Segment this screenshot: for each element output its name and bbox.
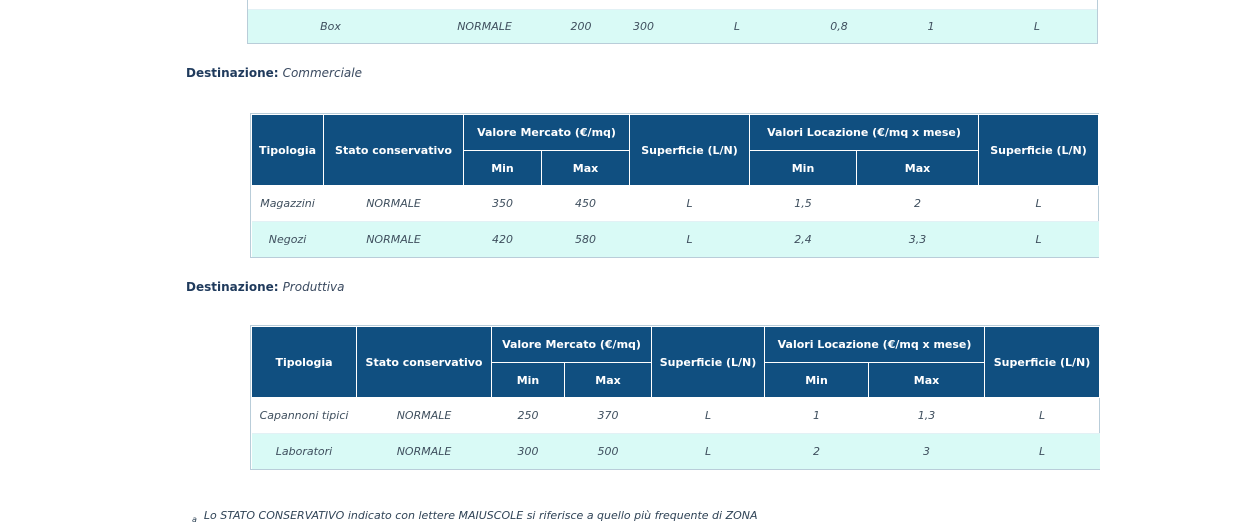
table-row: Negozi NORMALE 420 580 L 2,4 3,3 L — [251, 221, 1099, 257]
cell-stato-conservativo: NORMALE — [323, 185, 464, 222]
destination-heading-produttiva: Destinazione: Produttiva — [186, 280, 345, 294]
col-header-superficie: Superficie (L/N) — [651, 326, 766, 398]
cell-superficie-2: L — [978, 185, 1099, 222]
col-header-valori-locazione: Valori Locazione (€/mq x mese) — [749, 114, 980, 151]
table-row: Laboratori NORMALE 300 500 L 2 3 L — [251, 433, 1100, 469]
cell-superficie-2: L — [984, 397, 1100, 434]
table-row: Box NORMALE 200 300 L 0,8 1 L — [248, 10, 1097, 43]
destination-value: Produttiva — [282, 280, 345, 294]
cell-superficie: L — [651, 397, 765, 434]
destination-value: Commerciale — [282, 66, 362, 80]
col-header-stato-conservativo: Stato conservativo — [323, 114, 464, 186]
cell-mercato-max: 370 — [564, 397, 652, 434]
cell-mercato-max: 500 — [564, 433, 652, 469]
cell-locazione-max: 3,3 — [856, 221, 979, 257]
cell-mercato-min: 300 — [491, 433, 565, 469]
table-row: Capannoni tipici NORMALE 250 370 L 1 1,3… — [251, 397, 1100, 434]
cell-mercato-min: 250 — [491, 397, 565, 434]
header-row: Tipologia Stato conservativo Valore Merc… — [251, 326, 1101, 398]
cell-tipologia: Magazzini — [251, 185, 324, 222]
cell-mercato-min: 350 — [463, 185, 542, 222]
partial-row-remnant — [248, 0, 1097, 10]
header-subrow: Min Max Min Max — [252, 150, 1099, 186]
cell-superficie: L — [629, 221, 750, 257]
destination-label: Destinazione: — [186, 280, 279, 294]
col-header-tipologia: Tipologia — [251, 114, 324, 186]
cell-stato-conservativo: NORMALE — [356, 433, 492, 469]
cell-mercato-max: 300 — [606, 10, 681, 43]
cell-superficie-2: L — [977, 10, 1097, 43]
table-row: Magazzini NORMALE 350 450 L 1,5 2 L — [251, 185, 1099, 222]
cell-locazione-min: 1 — [764, 397, 869, 434]
cell-mercato-min: 200 — [556, 10, 606, 43]
footnote-marker: a — [192, 515, 197, 524]
cell-locazione-min: 0,8 — [793, 10, 885, 43]
col-header-mercato-min: Min — [491, 362, 565, 398]
cell-stato-conservativo: NORMALE — [413, 10, 556, 43]
footnote-text: Lo STATO CONSERVATIVO indicato con lette… — [203, 509, 758, 522]
col-header-stato-conservativo: Stato conservativo — [356, 326, 492, 398]
cell-locazione-min: 1,5 — [749, 185, 857, 222]
cell-locazione-min: 2,4 — [749, 221, 857, 257]
cell-superficie-2: L — [984, 433, 1100, 469]
destination-label: Destinazione: — [186, 66, 279, 80]
cell-mercato-max: 580 — [541, 221, 630, 257]
cell-superficie: L — [681, 10, 793, 43]
col-header-mercato-max: Max — [540, 150, 631, 186]
cell-locazione-max: 1,3 — [868, 397, 985, 434]
table-partial-top: Box NORMALE 200 300 L 0,8 1 L — [247, 0, 1098, 44]
cell-superficie-2: L — [978, 221, 1099, 257]
cell-tipologia: Box — [248, 10, 413, 43]
cell-mercato-min: 420 — [463, 221, 542, 257]
cell-locazione-max: 2 — [856, 185, 979, 222]
col-header-locazione-min: Min — [764, 362, 870, 398]
col-header-locazione-max: Max — [868, 362, 986, 398]
cell-locazione-max: 3 — [868, 433, 985, 469]
header-row: Tipologia Stato conservativo Valore Merc… — [251, 114, 1100, 186]
footnote: a Lo STATO CONSERVATIVO indicato con lett… — [192, 509, 758, 524]
cell-superficie: L — [629, 185, 750, 222]
cell-locazione-min: 2 — [764, 433, 869, 469]
col-header-valori-locazione: Valori Locazione (€/mq x mese) — [764, 326, 986, 363]
cell-stato-conservativo: NORMALE — [323, 221, 464, 257]
col-header-locazione-min: Min — [749, 150, 858, 186]
cell-tipologia: Capannoni tipici — [251, 397, 357, 434]
col-header-superficie-2: Superficie (L/N) — [984, 326, 1101, 398]
col-header-valore-mercato: Valore Mercato (€/mq) — [462, 114, 631, 151]
destination-heading-commerciale: Destinazione: Commerciale — [186, 66, 362, 80]
cell-tipologia: Laboratori — [251, 433, 357, 469]
header-subrow: Min Max Min Max — [252, 362, 1100, 398]
col-header-tipologia: Tipologia — [251, 326, 357, 398]
col-header-superficie: Superficie (L/N) — [629, 114, 751, 186]
table-produttiva: Tipologia Stato conservativo Valore Merc… — [250, 325, 1101, 470]
cell-stato-conservativo: NORMALE — [356, 397, 492, 434]
col-header-mercato-max: Max — [563, 362, 653, 398]
col-header-mercato-min: Min — [463, 150, 542, 186]
cell-locazione-max: 1 — [885, 10, 977, 43]
cell-superficie: L — [651, 433, 765, 469]
cell-tipologia: Negozi — [251, 221, 324, 257]
col-header-valore-mercato: Valore Mercato (€/mq) — [490, 326, 653, 363]
col-header-superficie-2: Superficie (L/N) — [978, 114, 1100, 186]
cell-mercato-max: 450 — [541, 185, 630, 222]
col-header-locazione-max: Max — [856, 150, 980, 186]
table-commerciale: Tipologia Stato conservativo Valore Merc… — [250, 113, 1100, 258]
